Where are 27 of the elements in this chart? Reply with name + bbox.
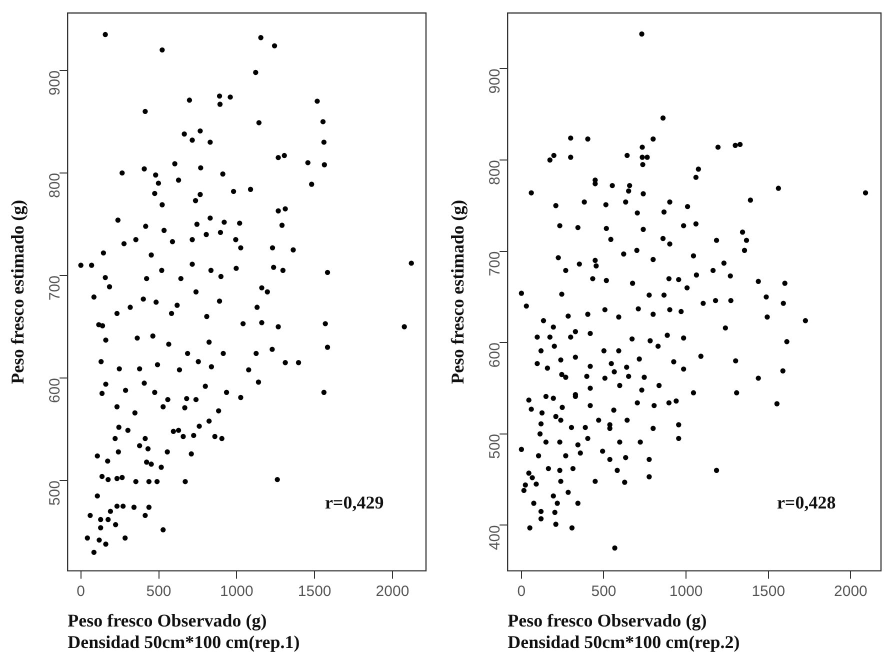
x-tick-label: 2000	[834, 582, 868, 600]
x-tick-label: 0	[517, 582, 526, 600]
y-tick-label: 900	[486, 68, 504, 94]
x-tick-label: 0	[76, 582, 86, 600]
y-tick-label: 800	[46, 172, 64, 198]
y-tick-label: 800	[486, 160, 504, 186]
x-tick-label: 1500	[298, 582, 332, 600]
x-tick-label: 2000	[376, 582, 410, 600]
y-tick-label: 500	[46, 480, 64, 506]
y-tick-label: 500	[486, 434, 504, 459]
x-tick-label: 1000	[220, 582, 254, 600]
y-axis-title: Peso fresco estimado (g)	[7, 200, 28, 384]
y-tick-label: 600	[486, 342, 504, 368]
x-tick-label: 1500	[752, 582, 786, 600]
y-tick-label: 600	[46, 378, 64, 404]
annotation: r=0,428	[776, 492, 836, 513]
y-tick-label: 700	[486, 251, 504, 276]
annotation: r=0,429	[324, 492, 384, 513]
x-tick-label: 500	[591, 582, 616, 600]
y-tick-label: 700	[46, 275, 64, 301]
y-tick-label: 400	[486, 525, 504, 550]
x-axis-title: Peso fresco Observado (g) Densidad 50cm*100 cm(rep.2)	[508, 610, 740, 652]
x-axis-title: Peso fresco Observado (g) Densidad 50cm*100 cm(rep.1)	[68, 610, 300, 652]
y-axis-title: Peso fresco estimado (g)	[447, 200, 468, 384]
x-tick-label: 1000	[669, 582, 703, 600]
x-tick-label: 500	[146, 582, 172, 600]
y-tick-label: 900	[46, 70, 64, 96]
